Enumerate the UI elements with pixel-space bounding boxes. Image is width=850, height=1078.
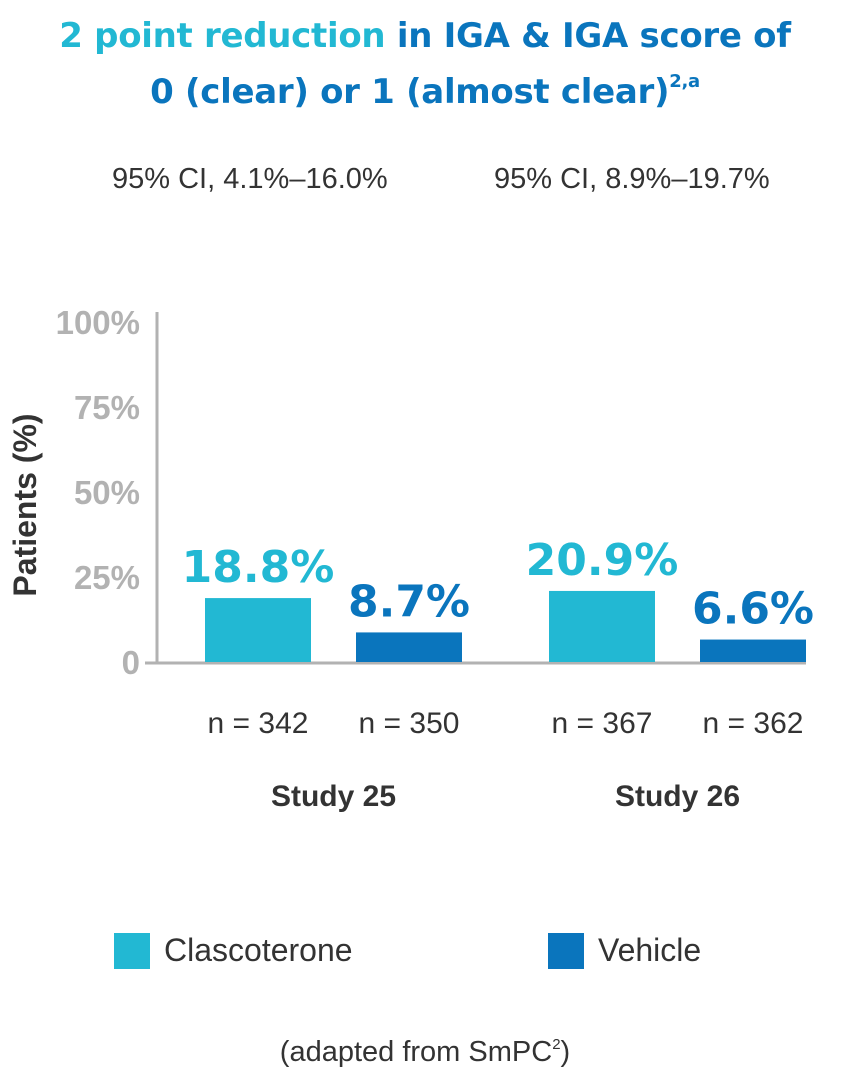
ci-study-25: 95% CI, 4.1%–16.0% <box>112 163 388 195</box>
y-tick-label: 100% <box>56 304 140 341</box>
ci-study-26: 95% CI, 8.9%–19.7% <box>494 163 770 195</box>
category-label: Study 26 <box>615 780 740 813</box>
sample-size-label: n = 367 <box>552 707 653 740</box>
sample-size-label: n = 362 <box>703 707 804 740</box>
legend-label-clascoterone: Clascoterone <box>164 932 353 968</box>
bar-chart: 0 25% 50% 75% 100% Patients (%) 18.8% n = 342 8.… <box>7 304 814 813</box>
title-line-2: 0 (clear) or 1 (almost clear)2,a <box>0 64 850 120</box>
y-tick-label: 75% <box>74 389 140 426</box>
source-text: (adapted from SmPC <box>279 1036 553 1068</box>
data-label-vehicle: 8.7% <box>348 576 470 627</box>
y-tick-label: 25% <box>74 559 140 596</box>
y-tick-label: 50% <box>74 474 140 511</box>
legend-label-vehicle: Vehicle <box>598 932 702 968</box>
legend-swatch-clascoterone <box>114 932 150 969</box>
data-label-clascoterone: 20.9% <box>526 535 679 586</box>
source-superscript: 2 <box>552 1036 561 1053</box>
bar-clascoterone <box>205 598 311 662</box>
bar-vehicle <box>356 632 462 662</box>
legend-clascoterone: Clascoterone <box>114 932 353 969</box>
data-label-vehicle: 6.6% <box>692 584 814 635</box>
sample-size-label: n = 342 <box>208 707 309 740</box>
chart-title: 2 point reduction in IGA & IGA score of … <box>0 8 850 120</box>
source-close: ) <box>560 1036 571 1068</box>
legend-swatch-vehicle <box>548 932 584 969</box>
title-line-1: 2 point reduction in IGA & IGA score of <box>0 8 850 64</box>
legend-vehicle: Vehicle <box>548 932 701 969</box>
bar-vehicle <box>700 639 806 662</box>
title-line-2-text: 0 (clear) or 1 (almost clear) <box>150 72 670 112</box>
title-rest: in IGA & IGA score of <box>385 16 791 56</box>
y-tick-label: 0 <box>122 644 140 681</box>
data-label-clascoterone: 18.8% <box>182 542 335 593</box>
bar-clascoterone <box>549 590 655 662</box>
source-note: (adapted from SmPC2) <box>0 1036 850 1069</box>
y-axis-label: Patients (%) <box>7 413 43 596</box>
sample-size-label: n = 350 <box>359 707 460 740</box>
category-label: Study 25 <box>271 780 396 813</box>
title-superscript: 2,a <box>669 71 700 92</box>
title-highlight: 2 point reduction <box>59 16 386 56</box>
